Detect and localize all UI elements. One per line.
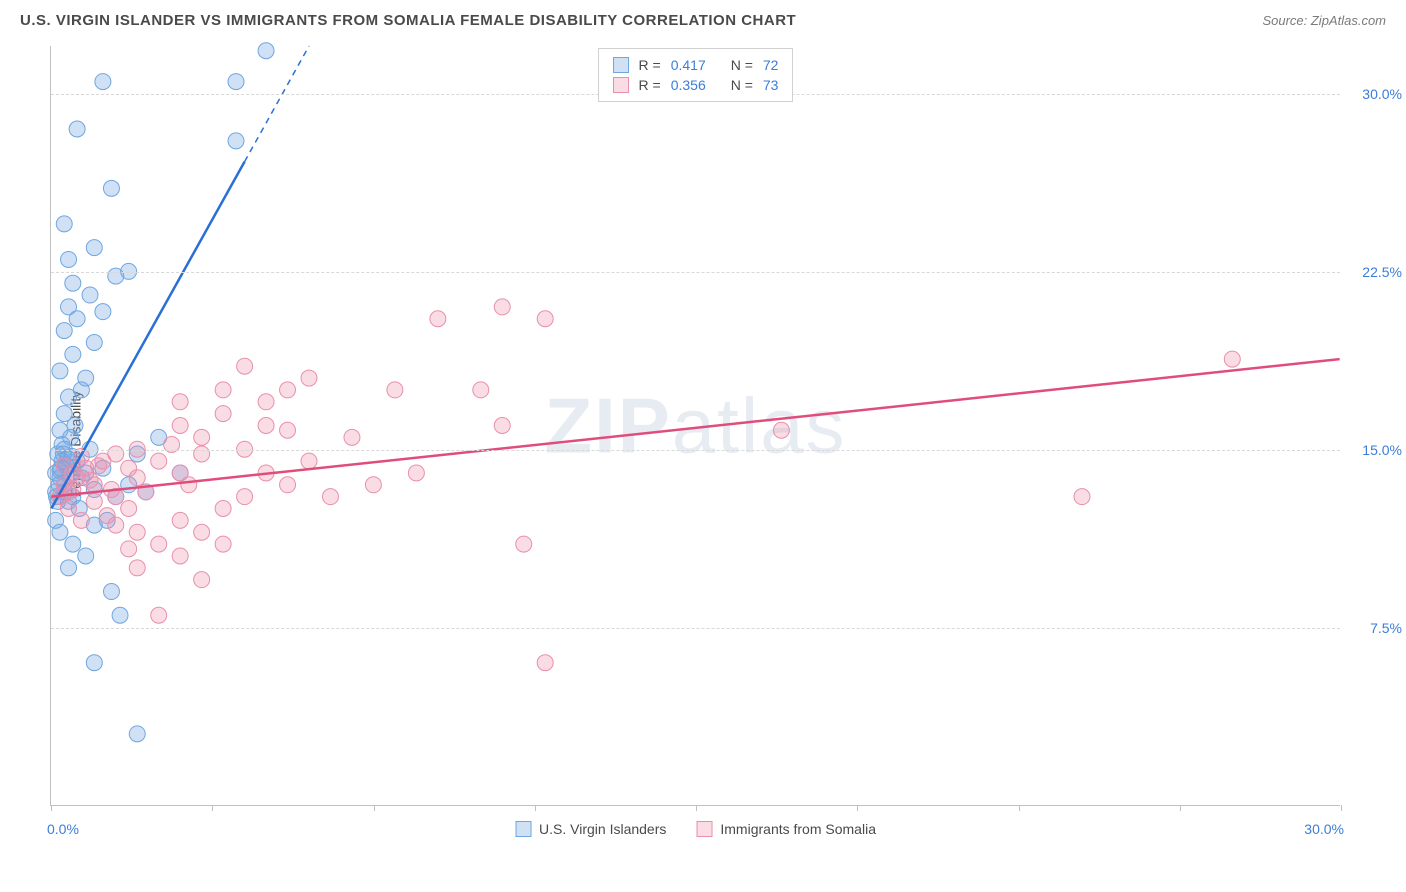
chart-title: U.S. VIRGIN ISLANDER VS IMMIGRANTS FROM …	[20, 12, 796, 29]
legend-row-series2: R = 0.356 N = 73	[613, 75, 779, 95]
y-tick-label: 7.5%	[1370, 620, 1402, 636]
legend-label-series1: U.S. Virgin Islanders	[539, 821, 666, 837]
legend-swatch-series2	[613, 77, 629, 93]
x-tick	[212, 805, 213, 811]
legend-row-series1: R = 0.417 N = 72	[613, 55, 779, 75]
legend-swatch-series1	[613, 57, 629, 73]
y-tick-label: 30.0%	[1362, 86, 1402, 102]
x-tick	[1180, 805, 1181, 811]
x-tick	[535, 805, 536, 811]
legend-correlation-box: R = 0.417 N = 72 R = 0.356 N = 73	[598, 48, 794, 102]
legend-swatch-series2-bottom	[696, 821, 712, 837]
x-axis-max-label: 30.0%	[1304, 821, 1344, 837]
legend-item-series2: Immigrants from Somalia	[696, 821, 876, 837]
source-attribution: Source: ZipAtlas.com	[1262, 13, 1386, 28]
plot-area: ZIPatlas R = 0.417 N = 72 R = 0.356 N = …	[50, 46, 1340, 806]
legend-label-series2: Immigrants from Somalia	[720, 821, 876, 837]
r-value-series2: 0.356	[671, 77, 721, 93]
gridline	[51, 450, 1340, 451]
x-tick	[1341, 805, 1342, 811]
chart-container: Female Disability ZIPatlas R = 0.417 N =…	[50, 46, 1386, 842]
x-tick	[696, 805, 697, 811]
legend-bottom: U.S. Virgin Islanders Immigrants from So…	[515, 821, 876, 837]
gridline	[51, 628, 1340, 629]
x-tick	[857, 805, 858, 811]
r-value-series1: 0.417	[671, 57, 721, 73]
n-value-series1: 72	[763, 57, 779, 73]
scatter-svg	[51, 46, 1340, 805]
x-tick	[1019, 805, 1020, 811]
x-axis-min-label: 0.0%	[47, 821, 79, 837]
n-value-series2: 73	[763, 77, 779, 93]
gridline	[51, 272, 1340, 273]
legend-swatch-series1-bottom	[515, 821, 531, 837]
x-tick	[51, 805, 52, 811]
y-tick-label: 22.5%	[1362, 264, 1402, 280]
legend-item-series1: U.S. Virgin Islanders	[515, 821, 666, 837]
y-tick-label: 15.0%	[1362, 442, 1402, 458]
x-tick	[374, 805, 375, 811]
